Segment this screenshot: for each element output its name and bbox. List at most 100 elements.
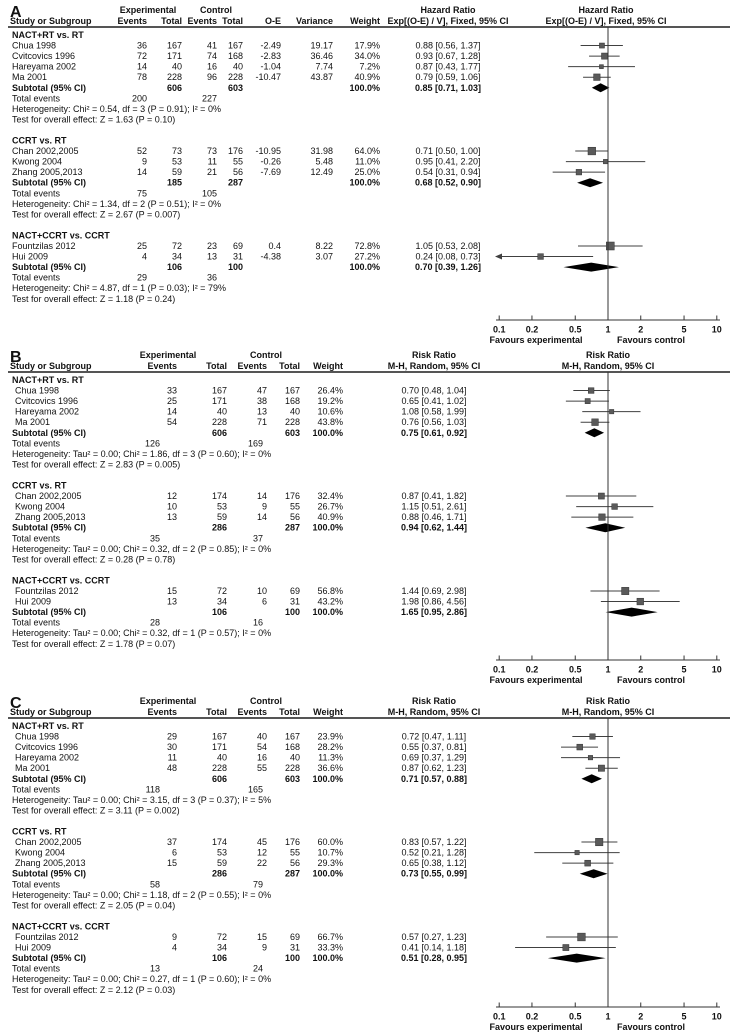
cell-value: 38 (257, 396, 267, 406)
column-header: Total (279, 707, 300, 717)
study-row: Ma 2001 54 228 71 228 43.8% 0.76 [0.56, 1.03] (15, 417, 610, 427)
subtotal-ctrl-total: 287 (285, 869, 300, 879)
total-events-experimental: 118 (146, 784, 160, 794)
cell-value: -10.95 (255, 146, 281, 156)
study-row: Hareyama 2002 14 40 16 40 -1.04 7.74 7.2% 0.87 [… (12, 62, 635, 72)
cell-value: 72 (217, 932, 227, 942)
cell-value: 168 (285, 742, 300, 752)
effect-measure-header: Risk Ratio (412, 696, 457, 706)
estimate-text: 0.87 [0.43, 1.77] (415, 62, 480, 72)
cell-value: 54 (257, 742, 267, 752)
cell-value: 25.0% (354, 167, 380, 177)
panel-B: B Experimental Control Risk Ratio Risk Ratio… (8, 349, 730, 685)
cell-value: 10 (257, 586, 267, 596)
cell-value: -2.49 (260, 41, 281, 51)
heterogeneity-text: Heterogeneity: Chi² = 4.87, df = 1 (P = … (12, 283, 226, 293)
cell-value: 7.2% (359, 62, 380, 72)
favours-experimental-label: Favours experimental (489, 335, 582, 345)
effect-square-marker (636, 597, 644, 606)
panel-label: B (10, 349, 22, 366)
study-subgroup-column-header: Study or Subgroup (10, 707, 92, 717)
subtotal-exp-total: 106 (212, 607, 227, 617)
cell-value: 174 (212, 837, 227, 847)
subtotal-label: Subtotal (95% CI) (12, 953, 86, 963)
overall-effect-text: Test for overall effect: Z = 3.11 (P = 0… (12, 805, 180, 815)
cell-value: 10.7% (317, 848, 343, 858)
study-row: Hui 2009 13 34 6 31 43.2% 1.98 [0.86, 4.56] (15, 597, 680, 607)
cell-value: 40.9% (317, 512, 343, 522)
subtotal-exp-total: 106 (212, 953, 227, 963)
axis-tick-label: 0.2 (526, 665, 539, 675)
study-row: Ma 2001 48 228 55 228 36.6% 0.87 [0.62, 1.23] (15, 763, 618, 773)
study-name: Kwong 2004 (12, 157, 62, 167)
total-events-experimental: 58 (150, 879, 160, 889)
cell-value: 72 (172, 241, 182, 251)
estimate-text: 0.57 [0.27, 1.23] (401, 932, 466, 942)
effect-square-marker (588, 387, 595, 394)
subtotal-diamond (581, 774, 602, 784)
subtotal-estimate: 0.75 [0.61, 0.92] (401, 428, 467, 438)
study-subgroup-column-header: Study or Subgroup (10, 16, 92, 26)
cell-value: 6 (262, 597, 267, 607)
panel-label: C (10, 695, 22, 712)
estimate-text: 0.70 [0.48, 1.04] (401, 386, 466, 396)
total-events-control: 16 (253, 618, 263, 628)
subtotal-weight: 100.0% (312, 607, 343, 617)
cell-value: 37 (167, 837, 177, 847)
axis-tick-label: 0.5 (569, 665, 582, 675)
subtotal-estimate: 1.65 [0.95, 2.86] (401, 607, 467, 617)
study-row: Hui 2009 4 34 13 31 -4.38 3.07 27.2% 0.24 [0.08,… (12, 252, 594, 262)
cell-value: 228 (167, 72, 182, 82)
subtotal-row: Subtotal (95% CI) 185 287 100.0% 0.68 [0.52,… (12, 178, 604, 188)
total-events-label: Total events (12, 188, 61, 198)
study-row: Fountzilas 2012 25 72 23 69 0.4 8.22 72.8% 1.05 … (12, 241, 643, 251)
ci-arrow-left (495, 253, 502, 260)
total-events-experimental: 126 (145, 438, 160, 448)
experimental-group-header: Experimental (140, 696, 197, 706)
cell-value: 72 (137, 51, 147, 61)
cell-value: 4 (142, 252, 147, 262)
cell-value: 53 (217, 502, 227, 512)
subtotal-diamond (591, 83, 610, 93)
study-name: Zhang 2005,2013 (15, 512, 86, 522)
column-header: Variance (296, 16, 333, 26)
subtotal-label: Subtotal (95% CI) (12, 607, 86, 617)
study-row: Zhang 2005,2013 14 59 21 56 -7.69 12.49 25.0% 0.… (12, 167, 606, 177)
cell-value: 56 (290, 858, 300, 868)
column-header: Weight (350, 16, 380, 26)
study-name: Ma 2001 (15, 763, 50, 773)
estimate-text: 0.55 [0.37, 0.81] (401, 742, 466, 752)
cell-value: 41 (207, 41, 217, 51)
study-row: Zhang 2005,2013 15 59 22 56 29.3% 0.65 [0.38, … (15, 858, 614, 868)
cell-value: 40 (257, 732, 267, 742)
overall-effect-text: Test for overall effect: Z = 0.28 (P = 0… (12, 554, 175, 564)
study-name: Hui 2009 (15, 943, 51, 953)
estimate-text: 0.71 [0.50, 1.00] (415, 146, 480, 156)
overall-effect-text: Test for overall effect: Z = 1.78 (P = 0… (12, 639, 175, 649)
subtotal-ctrl-total: 100 (228, 262, 243, 272)
cell-value: 9 (262, 943, 267, 953)
cell-value: 23.9% (317, 732, 343, 742)
total-events-control: 169 (248, 438, 263, 448)
subtotal-weight: 100.0% (312, 869, 343, 879)
subtotal-row: Subtotal (95% CI) 606 603 100.0% 0.75 [0.61,… (12, 428, 605, 438)
column-header: Total (206, 707, 227, 717)
column-header: Total (222, 16, 243, 26)
effect-square-marker (584, 859, 591, 867)
cell-value: 72.8% (354, 241, 380, 251)
cell-value: 15 (167, 858, 177, 868)
cell-value: 55 (290, 848, 300, 858)
axis-tick-label: 10 (712, 1012, 722, 1022)
cell-value: 9 (172, 932, 177, 942)
column-header: Events (117, 16, 147, 26)
effect-square-marker (574, 850, 580, 856)
cell-value: 9 (142, 157, 147, 167)
effect-square-marker (598, 764, 605, 772)
cell-value: 14 (257, 512, 267, 522)
panel-A: A Experimental Control Hazard Ratio Hazard R… (8, 4, 730, 345)
subtotal-exp-total: 286 (212, 523, 227, 533)
cell-value: 72 (217, 586, 227, 596)
column-header: O-E (265, 16, 281, 26)
control-group-header: Control (250, 350, 282, 360)
